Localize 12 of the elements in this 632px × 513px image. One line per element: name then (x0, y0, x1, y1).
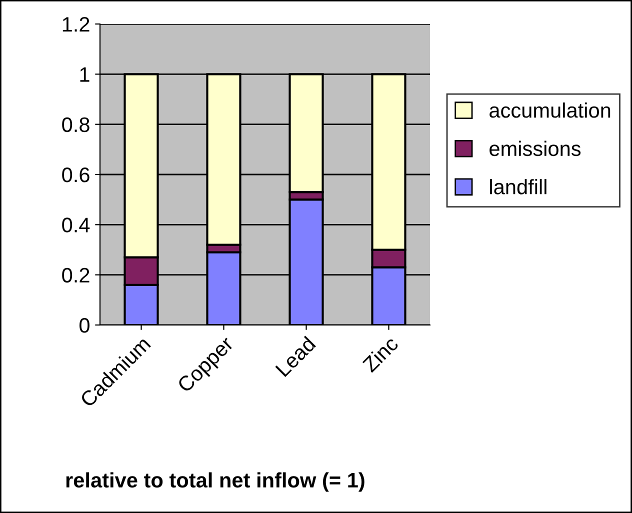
y-tick-label: 0.6 (62, 168, 90, 182)
y-tick-label: 0.2 (62, 268, 90, 283)
legend-label: accumulation (490, 102, 610, 118)
y-tick-label: 1.2 (62, 17, 90, 32)
x-tick-label: Zinc (361, 335, 400, 373)
y-tick-label: 0.4 (62, 218, 90, 232)
legend-label: landfill (490, 179, 546, 194)
x-axis-title: relative to total net inflow (= 1) (66, 472, 364, 492)
y-tick-label: 0.8 (62, 117, 90, 132)
legend-label: emissions (490, 140, 581, 156)
y-tick-label: 1 (80, 67, 90, 82)
y-tick-label: 0 (80, 318, 90, 333)
